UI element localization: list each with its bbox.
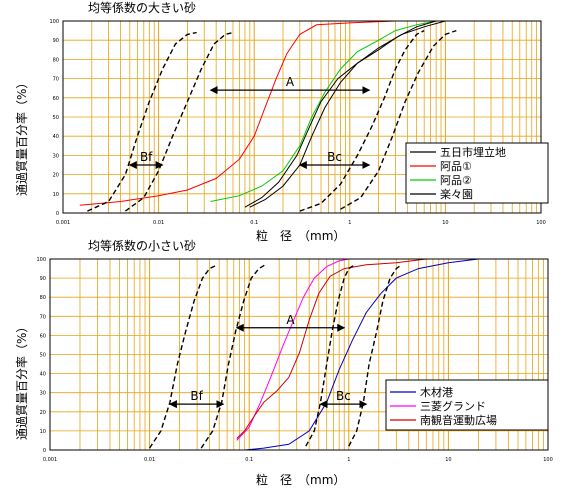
y-tick-label: 80 bbox=[40, 295, 46, 301]
y-tick-label: 0 bbox=[56, 211, 59, 217]
y-tick-label: 90 bbox=[40, 276, 46, 282]
y-tick-label: 50 bbox=[40, 353, 46, 359]
x-tick-label: 0.001 bbox=[56, 220, 70, 226]
chart-2-x-ticks: 0.001 0.01 0.1 1 10 100 bbox=[43, 457, 553, 463]
chart-1-plot-frame bbox=[62, 20, 542, 214]
chart-1-annotations: A Bf Bc bbox=[128, 75, 371, 169]
x-tick-label: 0.001 bbox=[43, 457, 57, 463]
legend-label-mokuzaiko: 木材港 bbox=[420, 385, 453, 399]
y-tick-label: 100 bbox=[36, 257, 46, 263]
boundary-curve-dashed bbox=[124, 31, 234, 212]
chart-2-grid bbox=[49, 258, 548, 451]
annotation-label-a: A bbox=[286, 313, 295, 327]
chart-2-legend: 木材港 三菱グランド 南観音運動広場 bbox=[385, 379, 549, 431]
chart-2-legend-box bbox=[385, 379, 549, 431]
boundary-curve-dashed bbox=[87, 31, 197, 212]
chart-2-x-label: 粒 径 （mm） bbox=[256, 472, 345, 487]
legend-label-gokaichi: 五日市埋立地 bbox=[440, 145, 506, 159]
x-tick-label: 0.01 bbox=[153, 220, 164, 226]
y-tick-label: 40 bbox=[53, 134, 59, 140]
x-tick-label: 0.01 bbox=[144, 457, 155, 463]
x-tick-label: 0.1 bbox=[250, 220, 258, 226]
chart-1-y-label: 通過質量百分率（%） bbox=[14, 77, 29, 196]
annotation-label-a: A bbox=[286, 75, 295, 89]
x-tick-label: 10 bbox=[442, 220, 448, 226]
annotation-label-bc: Bc bbox=[336, 389, 351, 403]
y-tick-label: 30 bbox=[40, 391, 46, 397]
y-tick-label: 30 bbox=[53, 153, 59, 159]
chart-2-plot-frame bbox=[49, 258, 549, 451]
chart-1-series bbox=[79, 20, 457, 212]
boundary-curve-dashed bbox=[305, 264, 356, 447]
boundary-curve-dashed bbox=[200, 264, 266, 449]
series-line bbox=[249, 20, 446, 208]
y-tick-label: 70 bbox=[40, 314, 46, 320]
y-tick-label: 40 bbox=[40, 372, 46, 378]
boundary-curve-dashed bbox=[348, 264, 403, 447]
chart-2-y-ticks: 0 10 20 30 40 50 60 70 80 90 100 bbox=[36, 257, 46, 454]
legend-label-mitsubishi: 三菱グランド bbox=[420, 399, 486, 413]
series-line bbox=[244, 258, 479, 451]
chart-2: 均等係数の小さい砂 A Bf Bc 0.001 0.01 0.1 1 10 100 0 10 20… bbox=[14, 238, 553, 487]
y-tick-label: 70 bbox=[53, 77, 59, 83]
series-line bbox=[79, 20, 396, 206]
legend-label-rakurakuen: 楽々園 bbox=[440, 188, 473, 201]
chart-1-legend: 五日市埋立地 阿品① 阿品② 楽々園 bbox=[405, 142, 549, 204]
y-tick-label: 60 bbox=[40, 333, 46, 339]
x-tick-label: 1 bbox=[347, 457, 350, 463]
annotation-label-bc: Bc bbox=[327, 150, 342, 164]
chart-2-series bbox=[149, 258, 479, 451]
chart-1: 均等係数の大きい砂 A Bf Bc 0.001 0.01 0.1 1 10 100 0 10 20… bbox=[14, 0, 549, 243]
x-tick-label: 0.1 bbox=[245, 457, 253, 463]
chart-1-x-ticks: 0.001 0.01 0.1 1 10 100 bbox=[56, 220, 546, 226]
annotation-label-bf: Bf bbox=[140, 150, 153, 164]
chart-2-title: 均等係数の小さい砂 bbox=[88, 238, 196, 253]
y-tick-label: 20 bbox=[53, 173, 59, 179]
y-tick-label: 20 bbox=[40, 410, 46, 416]
y-tick-label: 10 bbox=[53, 192, 59, 198]
chart-1-title: 均等係数の大きい砂 bbox=[88, 0, 196, 15]
y-tick-label: 0 bbox=[43, 448, 46, 454]
legend-label-minamikannon: 南観音運動広場 bbox=[420, 413, 497, 427]
y-tick-label: 80 bbox=[53, 57, 59, 63]
chart-1-y-ticks: 0 10 20 30 40 50 60 70 80 90 100 bbox=[49, 19, 59, 217]
boundary-curve-dashed bbox=[299, 29, 425, 212]
y-tick-label: 100 bbox=[49, 19, 59, 25]
annotation-label-bf: Bf bbox=[190, 389, 203, 403]
x-tick-label: 100 bbox=[543, 457, 553, 463]
chart-1-x-label: 粒 径 （mm） bbox=[256, 228, 345, 243]
x-tick-label: 1 bbox=[348, 220, 351, 226]
legend-label-ajina-1: 阿品① bbox=[440, 160, 472, 173]
x-tick-label: 100 bbox=[536, 220, 546, 226]
boundary-curve-dashed bbox=[149, 264, 218, 449]
series-line bbox=[236, 258, 427, 439]
chart-1-legend-box bbox=[405, 142, 549, 204]
chart-2-y-label: 通過質量百分率（%） bbox=[14, 321, 29, 440]
series-line bbox=[236, 258, 349, 441]
legend-label-ajina-2: 阿品② bbox=[440, 174, 472, 187]
y-tick-label: 50 bbox=[53, 115, 59, 121]
y-tick-label: 10 bbox=[40, 429, 46, 435]
x-tick-label: 10 bbox=[445, 457, 451, 463]
y-tick-label: 60 bbox=[53, 96, 59, 102]
boundary-curve-dashed bbox=[340, 29, 457, 210]
y-tick-label: 90 bbox=[53, 38, 59, 44]
chart-2-annotations: A Bf Bc bbox=[168, 313, 368, 409]
